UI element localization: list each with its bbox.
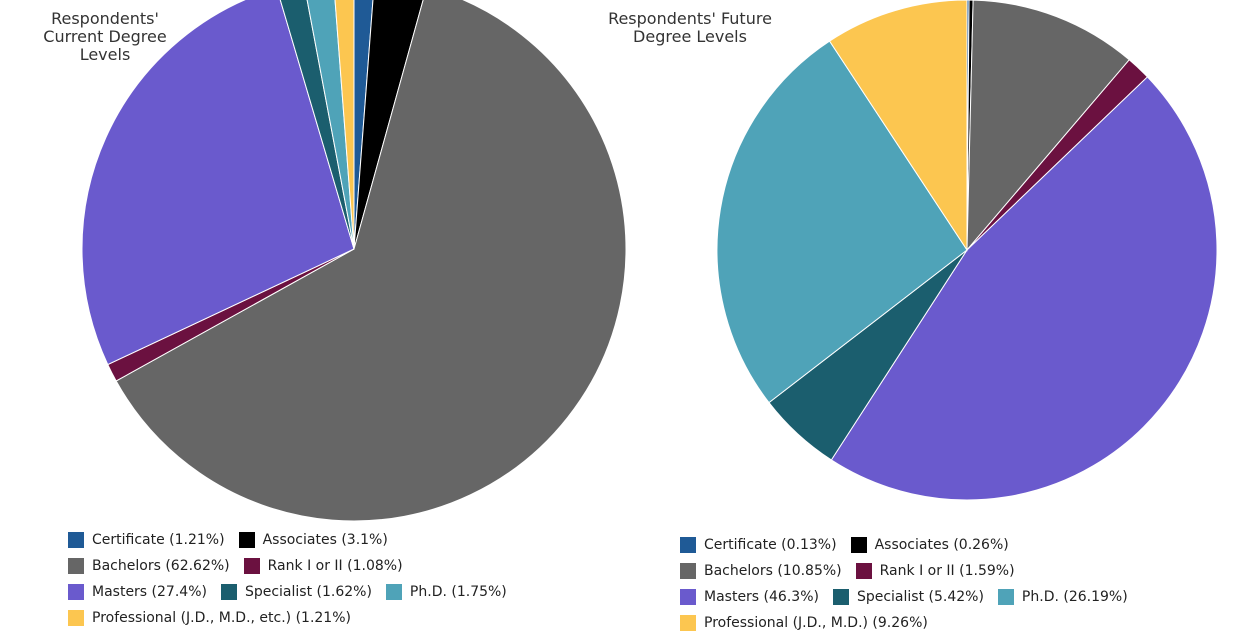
legend-item: Masters (27.4%) (68, 584, 207, 600)
legend-label: Rank I or II (1.08%) (267, 558, 403, 574)
legend-item: Rank I or II (1.08%) (243, 558, 403, 574)
legend-swatch (997, 589, 1014, 605)
legend-label: Bachelors (10.85%) (704, 563, 842, 579)
pie-slice (716, 40, 968, 404)
legend-row: Professional (J.D., M.D.) (9.26%) (680, 610, 1142, 636)
legend-swatch (832, 589, 849, 605)
legend-swatch (68, 532, 84, 548)
legend: Certificate (0.13%) Associates (0.26%) Bac… (680, 532, 1142, 636)
legend-row: Masters (46.3%) Specialist (5.42%) Ph.D. (… (680, 584, 1142, 610)
legend-item: Associates (0.26%) (850, 537, 1009, 553)
legend-item: Certificate (1.21%) (68, 532, 225, 548)
legend-label: Rank I or II (1.59%) (879, 563, 1015, 579)
legend-label: Specialist (5.42%) (856, 589, 984, 605)
legend: Certificate (1.21%) Associates (3.1%) Bach… (68, 527, 521, 631)
legend-item: Ph.D. (26.19%) (997, 589, 1128, 605)
legend-item: Specialist (1.62%) (220, 584, 372, 600)
legend-item: Certificate (0.13%) (680, 537, 837, 553)
legend-label: Ph.D. (1.75%) (409, 584, 507, 600)
pie-slice (334, 0, 355, 250)
legend-label: Ph.D. (26.19%) (1021, 589, 1128, 605)
legend-label: Certificate (0.13%) (704, 537, 837, 553)
pie-slice (279, 0, 355, 250)
pie-slice (115, 0, 627, 522)
legend-row: Professional (J.D., M.D., etc.) (1.21%) (68, 605, 521, 631)
legend-row: Certificate (0.13%) Associates (0.26%) (680, 532, 1142, 558)
legend-label: Associates (3.1%) (262, 532, 388, 548)
legend-swatch (68, 584, 84, 600)
legend-item: Ph.D. (1.75%) (385, 584, 507, 600)
legend-item: Professional (J.D., M.D., etc.) (1.21%) (68, 610, 351, 626)
legend-label: Associates (0.26%) (874, 537, 1009, 553)
legend-label: Masters (46.3%) (704, 589, 819, 605)
pie-slice (306, 0, 355, 250)
legend-swatch (680, 589, 696, 605)
legend-item: Masters (46.3%) (680, 589, 819, 605)
chart-title: Respondents' Future Degree Levels (608, 9, 772, 46)
legend-swatch (850, 537, 867, 553)
legend-row: Certificate (1.21%) Associates (3.1%) (68, 527, 521, 553)
legend-item: Professional (J.D., M.D.) (9.26%) (680, 615, 928, 631)
legend-label: Masters (27.4%) (92, 584, 207, 600)
legend-swatch (220, 584, 237, 600)
legend-swatch (68, 558, 84, 574)
pie-slice (828, 0, 968, 252)
legend-row: Bachelors (10.85%) Rank I or II (1.59%) (680, 558, 1142, 584)
legend-item: Bachelors (62.62%) (68, 558, 230, 574)
legend-item: Rank I or II (1.59%) (855, 563, 1015, 579)
legend-label: Professional (J.D., M.D.) (9.26%) (704, 615, 928, 631)
legend-label: Professional (J.D., M.D., etc.) (1.21%) (92, 610, 351, 626)
legend-label: Specialist (1.62%) (244, 584, 372, 600)
pie-slice (830, 76, 1218, 501)
pie-slice (966, 0, 1130, 252)
legend-row: Masters (27.4%) Specialist (1.62%) Ph.D. (… (68, 579, 521, 605)
chart-title: Respondents' Current Degree Levels (43, 9, 167, 64)
legend-item: Bachelors (10.85%) (680, 563, 842, 579)
legend-label: Bachelors (62.62%) (92, 558, 230, 574)
legend-swatch (680, 563, 696, 579)
legend-item: Specialist (5.42%) (832, 589, 984, 605)
legend-swatch (68, 610, 84, 626)
legend-swatch (680, 537, 696, 553)
pie-slice (81, 0, 355, 366)
legend-swatch (855, 563, 872, 579)
legend-swatch (243, 558, 260, 574)
legend-swatch (238, 532, 255, 548)
legend-swatch (680, 615, 696, 631)
legend-swatch (385, 584, 402, 600)
legend-item: Associates (3.1%) (238, 532, 388, 548)
legend-label: Certificate (1.21%) (92, 532, 225, 548)
legend-row: Bachelors (62.62%) Rank I or II (1.08%) (68, 553, 521, 579)
